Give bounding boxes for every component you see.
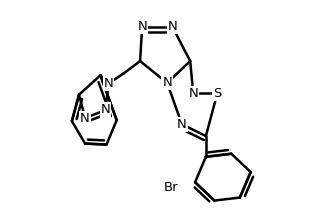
Text: N: N <box>162 76 172 89</box>
Text: N: N <box>104 77 113 90</box>
Text: N: N <box>168 20 177 33</box>
Text: N: N <box>80 112 90 125</box>
Text: N: N <box>177 118 187 131</box>
Text: N: N <box>137 20 147 33</box>
Text: S: S <box>213 87 221 100</box>
Text: Br: Br <box>163 181 178 194</box>
Text: N: N <box>188 87 198 100</box>
Text: N: N <box>101 103 111 116</box>
